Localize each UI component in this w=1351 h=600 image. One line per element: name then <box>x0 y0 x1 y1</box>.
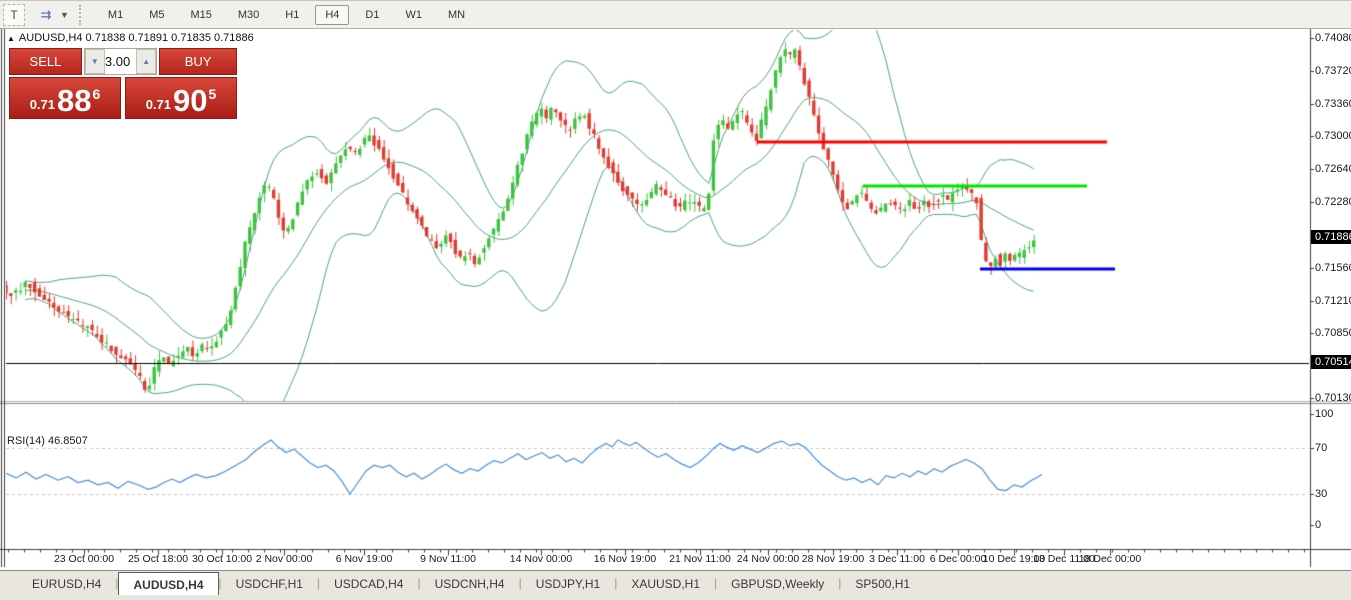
chart-tab-audusd-h4[interactable]: AUDUSD,H4 <box>118 572 219 595</box>
timeframe-button-h1[interactable]: H1 <box>285 8 300 21</box>
price-tick: 0.72280 <box>1315 196 1351 208</box>
timeframe-button-d1[interactable]: D1 <box>365 8 380 21</box>
price-badge: 0.70514 <box>1311 355 1351 369</box>
tab-separator: | <box>614 576 618 590</box>
time-tick-label: 24 Nov 00:00 <box>736 553 800 565</box>
time-tick-label: 2 Nov 00:00 <box>255 553 313 565</box>
chart-area: ▲ AUDUSD,H4 0.71838 0.71891 0.71835 0.718… <box>0 29 1351 600</box>
chart-canvas[interactable] <box>0 29 1351 600</box>
rsi-tick: 0 <box>1315 519 1322 531</box>
tab-separator: | <box>714 576 718 590</box>
rsi-tick: 70 <box>1315 442 1328 454</box>
time-tick-label: 30 Oct 10:00 <box>191 553 253 565</box>
timeframe-button-m30[interactable]: M30 <box>237 8 260 21</box>
tab-separator: | <box>218 576 222 590</box>
buy-price-big: 90 <box>173 83 208 118</box>
time-tick-label: 10 Dec 19:00 <box>982 553 1046 565</box>
time-tick-label: 21 Nov 11:00 <box>669 553 731 565</box>
buy-button[interactable]: BUY <box>159 48 237 75</box>
buy-price-prefix: 0.71 <box>145 97 172 112</box>
timeframe-button-row: M1 M5 M15 M30 H1 H4 D1 W1 MN <box>95 4 478 25</box>
text-label-tool-icon[interactable]: T <box>3 3 25 26</box>
time-tick-label: 14 Nov 00:00 <box>509 553 573 565</box>
sell-price-pip: 6 <box>92 86 101 102</box>
rsi-tick: 100 <box>1315 408 1334 420</box>
tab-separator: | <box>518 576 522 590</box>
time-tick-label: 13 Dec 11:00 <box>1033 553 1095 565</box>
time-tick-label: 9 Nov 11:00 <box>420 553 476 565</box>
time-tick-label: 25 Oct 18:00 <box>127 553 189 565</box>
chart-tab-gbpusd-weekly[interactable]: GBPUSD,Weekly <box>731 577 825 591</box>
timeframe-button-m1[interactable]: M1 <box>107 8 124 21</box>
timeframe-button-h4[interactable]: H4 <box>315 4 350 25</box>
volume-input[interactable]: 3.00 <box>104 54 131 69</box>
price-tick: 0.72640 <box>1315 163 1351 175</box>
timeframe-button-mn[interactable]: MN <box>447 8 466 21</box>
price-tick: 0.71210 <box>1315 295 1351 307</box>
time-tick-label: 28 Nov 19:00 <box>801 553 865 565</box>
volume-stepper: ▼ 3.00 ▲ <box>83 48 158 75</box>
price-tick: 0.70130 <box>1315 392 1351 404</box>
timeframe-button-w1[interactable]: W1 <box>405 8 422 21</box>
toolbar-separator <box>78 4 87 25</box>
chart-tab-xauusd-h1[interactable]: XAUUSD,H1 <box>631 577 701 591</box>
sell-button[interactable]: SELL <box>9 48 82 75</box>
buy-price-button[interactable]: 0.71 90 5 <box>125 77 237 119</box>
arrows-tool-dropdown-caret[interactable]: ▼ <box>60 9 69 20</box>
rsi-tick: 30 <box>1315 488 1328 500</box>
tab-separator: | <box>316 576 321 590</box>
symbol-marker-icon: ▲ <box>7 34 15 43</box>
price-tick: 0.73000 <box>1315 130 1351 142</box>
time-tick-label: 3 Dec 11:00 <box>869 553 925 565</box>
price-badge: 0.71886 <box>1311 230 1351 244</box>
rsi-indicator-label: RSI(14) 46.8507 <box>7 435 88 447</box>
sell-price-prefix: 0.71 <box>29 97 56 112</box>
timeframe-button-m5[interactable]: M5 <box>149 8 165 21</box>
price-tick: 0.74080 <box>1315 32 1351 44</box>
sell-price-button[interactable]: 0.71 88 6 <box>9 77 121 119</box>
price-tick: 0.73360 <box>1315 98 1351 110</box>
price-tick: 0.70850 <box>1315 327 1351 339</box>
chart-tab-eurusd-h4[interactable]: EURUSD,H4 <box>32 577 102 591</box>
symbol-ohlc-header: ▲ AUDUSD,H4 0.71838 0.71891 0.71835 0.718… <box>7 32 254 44</box>
price-tick: 0.71560 <box>1315 262 1351 274</box>
chart-tab-bar: EURUSD,H4 | AUDUSD,H4 | USDCHF,H1 | USDCAD,H4 |… <box>0 570 1351 600</box>
tab-separator: | <box>417 576 421 590</box>
chart-tab-usdjpy-h1[interactable]: USDJPY,H1 <box>535 577 601 591</box>
time-tick-label: 18 Dec 00:00 <box>1078 553 1142 565</box>
price-tick: 0.73720 <box>1315 65 1351 77</box>
time-tick-label: 6 Nov 19:00 <box>335 553 393 565</box>
volume-decrease-button[interactable]: ▼ <box>84 49 105 74</box>
chart-tab-sp500-h1[interactable]: SP500,H1 <box>855 577 911 591</box>
buy-price-pip: 5 <box>208 86 217 102</box>
one-click-trading-panel: SELL ▼ 3.00 ▲ BUY 0.71 88 6 0.71 90 <box>9 48 237 119</box>
time-tick-label: 23 Oct 00:00 <box>53 553 115 565</box>
time-tick-label: 16 Nov 19:00 <box>593 553 657 565</box>
chart-tab-usdchf-h1[interactable]: USDCHF,H1 <box>235 577 303 591</box>
volume-increase-button[interactable]: ▲ <box>136 49 157 74</box>
tab-separator: | <box>115 576 119 590</box>
arrows-tool-icon[interactable]: ⇉ <box>40 6 52 22</box>
chart-tab-usdcad-h4[interactable]: USDCAD,H4 <box>334 577 404 591</box>
chart-tab-usdcnh-h4[interactable]: USDCNH,H4 <box>434 577 505 591</box>
tab-separator: | <box>838 576 842 590</box>
time-tick-label: 6 Dec 00:00 <box>929 553 987 565</box>
timeframe-button-m15[interactable]: M15 <box>190 8 212 21</box>
top-toolbar: T ⇉ ▼ M1 M5 M15 M30 H1 H4 D1 W1 MN <box>0 1 1351 29</box>
sell-price-big: 88 <box>57 83 92 118</box>
